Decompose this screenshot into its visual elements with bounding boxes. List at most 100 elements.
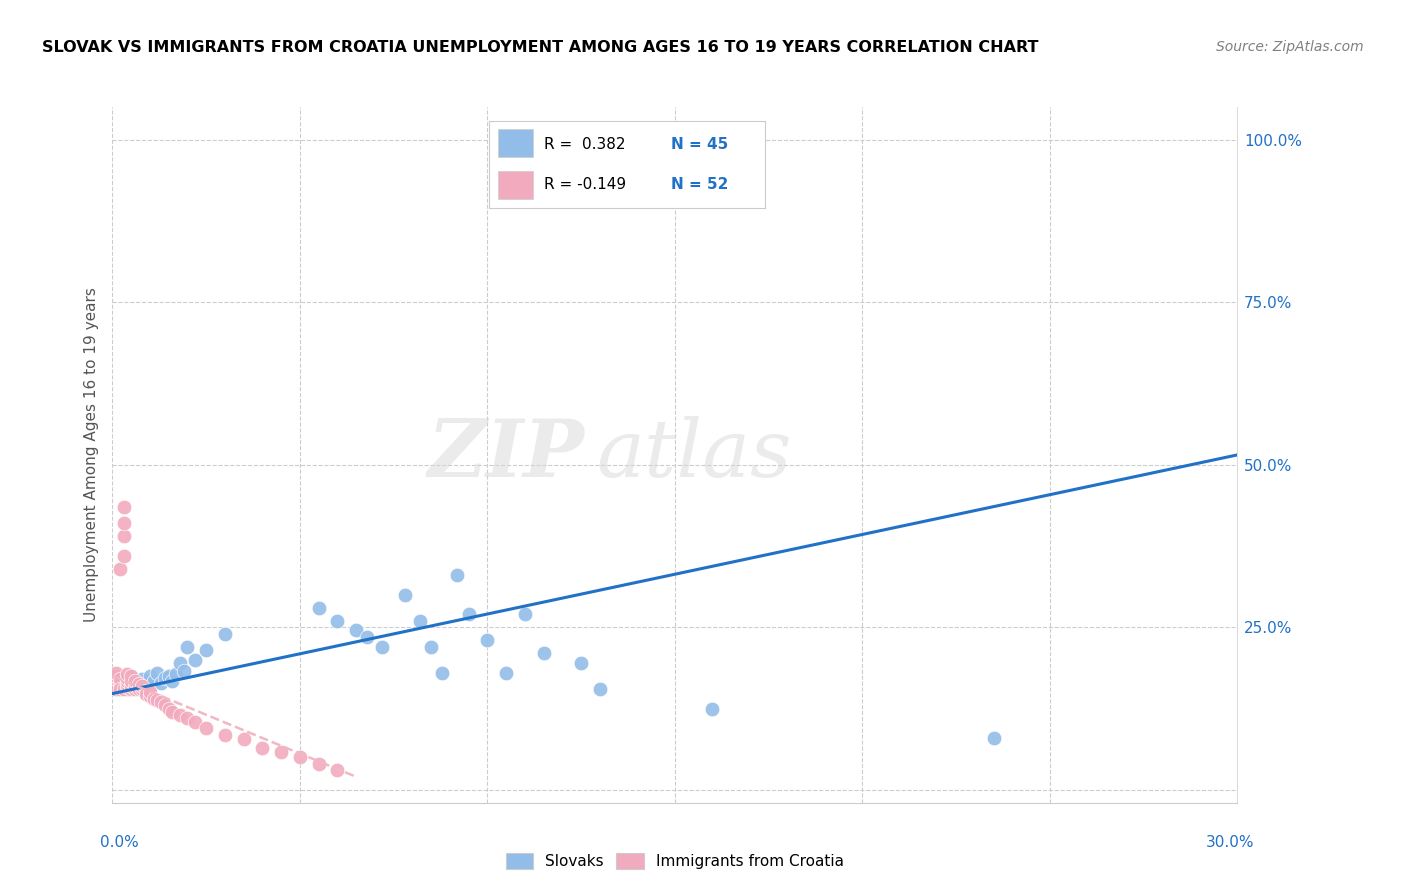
Point <box>214 727 236 741</box>
Point <box>135 680 157 694</box>
Point <box>131 672 153 686</box>
Point <box>446 568 468 582</box>
Text: atlas: atlas <box>596 417 792 493</box>
Point <box>142 691 165 706</box>
Point <box>169 708 191 723</box>
Point <box>128 677 150 691</box>
Point <box>105 679 128 693</box>
Point <box>124 681 146 696</box>
Point <box>105 669 128 683</box>
Point <box>112 516 135 531</box>
Point <box>150 695 173 709</box>
Point <box>162 705 184 719</box>
Point <box>108 675 131 690</box>
Point <box>394 588 416 602</box>
Point <box>120 669 142 683</box>
Point <box>308 600 330 615</box>
Legend: Slovaks, Immigrants from Croatia: Slovaks, Immigrants from Croatia <box>499 847 851 875</box>
Point <box>117 681 139 696</box>
Point <box>105 672 128 686</box>
Point <box>195 643 218 657</box>
Point <box>112 681 135 696</box>
Point <box>153 698 176 713</box>
Point <box>153 671 176 685</box>
Point <box>124 679 146 693</box>
Point <box>356 630 378 644</box>
Point <box>105 681 128 696</box>
Point <box>131 679 153 693</box>
Point <box>176 711 198 725</box>
Point <box>117 677 139 691</box>
Point <box>131 681 153 696</box>
Point <box>139 677 162 691</box>
Point <box>108 679 131 693</box>
Point <box>139 685 162 699</box>
Point <box>157 701 180 715</box>
Point <box>184 653 207 667</box>
Point <box>477 633 499 648</box>
Point <box>146 665 169 680</box>
Point <box>120 679 142 693</box>
Point <box>128 681 150 696</box>
Point <box>120 679 142 693</box>
Point <box>702 701 724 715</box>
Point <box>139 669 162 683</box>
Point <box>117 667 139 681</box>
Point <box>326 614 349 628</box>
Point <box>589 681 612 696</box>
Point <box>150 675 173 690</box>
Point <box>105 681 128 696</box>
Point <box>214 626 236 640</box>
Point <box>146 693 169 707</box>
Point <box>983 731 1005 745</box>
Point <box>344 624 367 638</box>
Text: 0.0%: 0.0% <box>100 836 139 850</box>
Text: 30.0%: 30.0% <box>1206 836 1254 850</box>
Point <box>420 640 443 654</box>
Point <box>135 684 157 698</box>
Point <box>184 714 207 729</box>
Point <box>117 675 139 690</box>
Point <box>108 672 131 686</box>
Point <box>371 640 394 654</box>
Point <box>195 721 218 735</box>
Point <box>112 549 135 563</box>
Point <box>288 750 311 764</box>
Point <box>252 740 274 755</box>
Point <box>120 673 142 688</box>
Point <box>513 607 536 622</box>
Point <box>533 646 555 660</box>
Point <box>117 671 139 685</box>
Point <box>569 656 592 670</box>
Point <box>112 675 135 690</box>
Point <box>112 529 135 543</box>
Point <box>135 687 157 701</box>
Point <box>308 756 330 771</box>
Point <box>124 673 146 688</box>
Point <box>173 665 195 679</box>
Point <box>139 689 162 703</box>
Point <box>157 669 180 683</box>
Point <box>124 680 146 694</box>
Point <box>112 500 135 514</box>
Text: ZIP: ZIP <box>427 417 585 493</box>
Point <box>270 745 292 759</box>
Point <box>128 677 150 691</box>
Point <box>120 681 142 696</box>
Point <box>176 640 198 654</box>
Point <box>432 665 454 680</box>
Point <box>108 562 131 576</box>
Point <box>105 665 128 680</box>
Point <box>108 672 131 686</box>
Point <box>165 667 187 681</box>
Text: Source: ZipAtlas.com: Source: ZipAtlas.com <box>1216 40 1364 54</box>
Point <box>169 656 191 670</box>
Point <box>120 669 142 683</box>
Point <box>108 681 131 696</box>
Point <box>457 607 479 622</box>
Point <box>409 614 432 628</box>
Point <box>117 680 139 694</box>
Text: SLOVAK VS IMMIGRANTS FROM CROATIA UNEMPLOYMENT AMONG AGES 16 TO 19 YEARS CORRELA: SLOVAK VS IMMIGRANTS FROM CROATIA UNEMPL… <box>42 40 1039 55</box>
Point <box>162 673 184 688</box>
Y-axis label: Unemployment Among Ages 16 to 19 years: Unemployment Among Ages 16 to 19 years <box>83 287 98 623</box>
